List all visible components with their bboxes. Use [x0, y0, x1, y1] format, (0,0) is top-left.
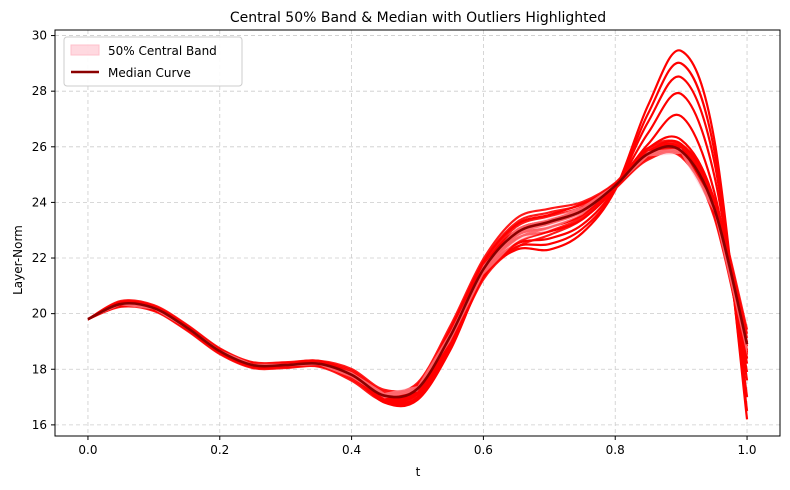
x-axis-ticks: 0.0 0.2 0.4 0.6 0.8 1.0: [78, 436, 757, 457]
x-tick-label: 0.4: [342, 443, 361, 457]
y-axis-ticks: 16 18 20 22 24 26 28 30: [32, 29, 55, 432]
chart-title: Central 50% Band & Median with Outliers …: [230, 10, 606, 26]
median-curve: [87, 145, 749, 399]
x-tick-label: 0.0: [78, 443, 97, 457]
x-tick-label: 0.6: [474, 443, 493, 457]
grid: [55, 30, 780, 436]
legend-band-swatch: [70, 44, 100, 56]
y-tick-label: 26: [32, 140, 47, 154]
y-tick-label: 24: [32, 195, 47, 209]
x-tick-label: 0.8: [606, 443, 625, 457]
legend-band-label: 50% Central Band: [108, 44, 217, 58]
y-axis-label: Layer-Norm: [11, 225, 25, 295]
y-tick-label: 16: [32, 418, 47, 432]
x-axis-label: t: [416, 465, 421, 479]
y-tick-label: 22: [32, 251, 47, 265]
y-tick-label: 20: [32, 307, 47, 321]
x-tick-label: 0.2: [210, 443, 229, 457]
x-tick-label: 1.0: [737, 443, 756, 457]
legend: 50% Central Band Median Curve: [63, 36, 243, 87]
y-tick-label: 30: [32, 29, 47, 43]
y-tick-label: 18: [32, 362, 47, 376]
legend-median-label: Median Curve: [108, 66, 191, 80]
legend-box: [63, 36, 243, 87]
plot-frame: [54, 29, 781, 437]
y-tick-label: 28: [32, 84, 47, 98]
median-layer: [87, 145, 749, 399]
